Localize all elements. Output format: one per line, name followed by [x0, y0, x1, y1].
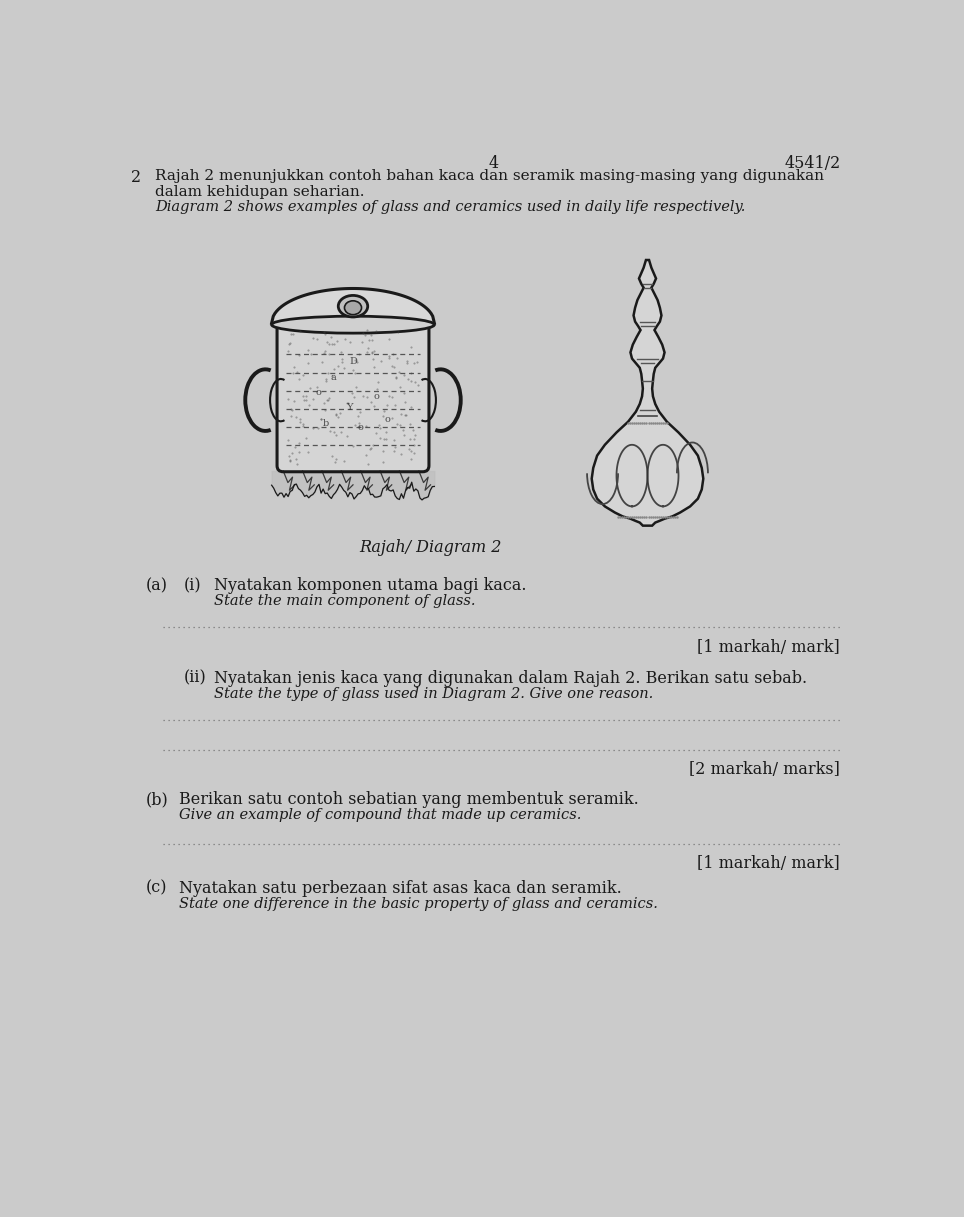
Polygon shape — [592, 260, 704, 526]
Text: Give an example of compound that made up ceramics.: Give an example of compound that made up… — [178, 808, 581, 823]
Text: Rajah/ Diagram 2: Rajah/ Diagram 2 — [360, 539, 501, 556]
Text: State one difference in the basic property of glass and ceramics.: State one difference in the basic proper… — [178, 897, 657, 910]
Text: (i): (i) — [184, 577, 201, 594]
Text: 2: 2 — [131, 169, 142, 186]
Text: [1 markah/ mark]: [1 markah/ mark] — [697, 639, 840, 656]
FancyBboxPatch shape — [277, 323, 429, 472]
Text: [2 markah/ marks]: [2 markah/ marks] — [689, 761, 840, 778]
Text: Rajah 2 menunjukkan contoh bahan kaca dan seramik masing-masing yang digunakan: Rajah 2 menunjukkan contoh bahan kaca da… — [155, 169, 824, 183]
Text: 4541/2: 4541/2 — [785, 156, 842, 173]
Text: dalam kehidupan seharian.: dalam kehidupan seharian. — [155, 185, 365, 198]
Text: o: o — [315, 388, 321, 397]
Text: Y: Y — [346, 403, 353, 413]
Text: State the type of glass used in Diagram 2. Give one reason.: State the type of glass used in Diagram … — [213, 686, 653, 701]
Ellipse shape — [344, 301, 362, 315]
Text: 4: 4 — [489, 156, 499, 173]
Text: (c): (c) — [146, 880, 167, 897]
Text: a: a — [331, 372, 336, 382]
Text: Nyatakan jenis kaca yang digunakan dalam Rajah 2. Berikan satu sebab.: Nyatakan jenis kaca yang digunakan dalam… — [213, 669, 807, 686]
Text: State the main component of glass.: State the main component of glass. — [213, 594, 475, 608]
Text: D: D — [349, 357, 357, 366]
Text: o: o — [385, 415, 390, 424]
Text: (a): (a) — [146, 577, 168, 594]
Ellipse shape — [272, 316, 435, 333]
Text: Nyatakan satu perbezaan sifat asas kaca dan seramik.: Nyatakan satu perbezaan sifat asas kaca … — [178, 880, 622, 897]
Text: (b): (b) — [146, 791, 168, 808]
Text: Diagram 2 shows examples of glass and ceramics used in daily life respectively.: Diagram 2 shows examples of glass and ce… — [155, 200, 746, 214]
Text: o: o — [373, 392, 379, 400]
Text: b: b — [323, 419, 329, 427]
Text: [1 markah/ mark]: [1 markah/ mark] — [697, 856, 840, 873]
Text: Nyatakan komponen utama bagi kaca.: Nyatakan komponen utama bagi kaca. — [213, 577, 526, 594]
Text: Berikan satu contoh sebatian yang membentuk seramik.: Berikan satu contoh sebatian yang memben… — [178, 791, 638, 808]
Text: o: o — [358, 422, 363, 432]
Ellipse shape — [338, 296, 367, 316]
Text: (ii): (ii) — [184, 669, 207, 686]
